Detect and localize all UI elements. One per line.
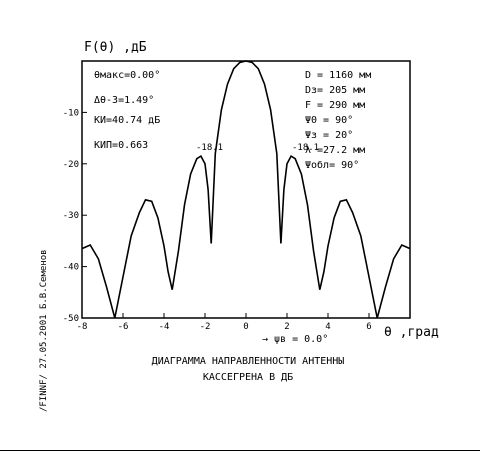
bottom-rule xyxy=(0,450,480,451)
x-axis-label: θ ,град xyxy=(384,325,439,340)
x-tick-label: -6 xyxy=(118,322,129,332)
pattern-curve xyxy=(81,60,411,319)
sidelobe-right-label: -18.1 xyxy=(292,143,319,153)
param-lambda: λ =27.2 мм xyxy=(305,145,365,156)
x-tick-label: 2 xyxy=(284,322,289,332)
param-gain: КИ=40.74 дБ xyxy=(94,115,160,126)
x-axis-ticks: -8 -6 -4 -2 0 2 4 6 xyxy=(77,313,372,332)
caption-line-2: КАССЕГРЕНА В ДБ xyxy=(203,372,293,383)
param-psi-obl: Ψобл= 90° xyxy=(305,159,359,171)
caption-line-1: ДИАГРАММА НАПРАВЛЕННОСТИ АНТЕННЫ xyxy=(152,356,345,367)
y-tick-label: -10 xyxy=(63,108,79,118)
x-tick-label: -2 xyxy=(200,322,211,332)
param-beamwidth: Δθ-3=1.49° xyxy=(94,95,154,106)
params-right: D = 1160 мм Dз= 205 мм F = 290 мм Ψ0 = 9… xyxy=(305,70,371,171)
x-tick-label: 4 xyxy=(325,322,330,332)
param-D: D = 1160 мм xyxy=(305,70,371,81)
param-efficiency: КИП=0.663 xyxy=(94,140,148,151)
y-axis-label: F(θ) ,дБ xyxy=(84,40,147,55)
side-signature: /FINNF/ 27.05.2001 Б.В.Семенов xyxy=(39,249,49,412)
y-axis-ticks: -10 -20 -30 -40 -50 xyxy=(63,108,87,324)
x-tick-label: -4 xyxy=(159,322,170,332)
y-tick-label: -50 xyxy=(63,314,79,324)
params-left: θмакс=0.00° Δθ-3=1.49° КИ=40.74 дБ КИП=0… xyxy=(94,70,160,151)
param-theta-max: θмакс=0.00° xyxy=(94,70,160,81)
sidelobe-left-label: -18.1 xyxy=(196,143,223,153)
psi-label: → ψв = 0.0° xyxy=(262,334,328,345)
x-tick-label: -8 xyxy=(77,322,88,332)
param-psi0: Ψ0 = 90° xyxy=(305,115,353,126)
y-tick-label: -30 xyxy=(63,211,79,221)
param-Dz: Dз= 205 мм xyxy=(305,85,365,96)
x-tick-label: 6 xyxy=(366,322,371,332)
param-psiz: Ψз = 20° xyxy=(305,130,353,141)
y-tick-label: -20 xyxy=(63,160,79,170)
y-tick-label: -40 xyxy=(63,263,79,273)
param-F: F = 290 мм xyxy=(305,100,365,111)
x-tick-label: 0 xyxy=(243,322,248,332)
